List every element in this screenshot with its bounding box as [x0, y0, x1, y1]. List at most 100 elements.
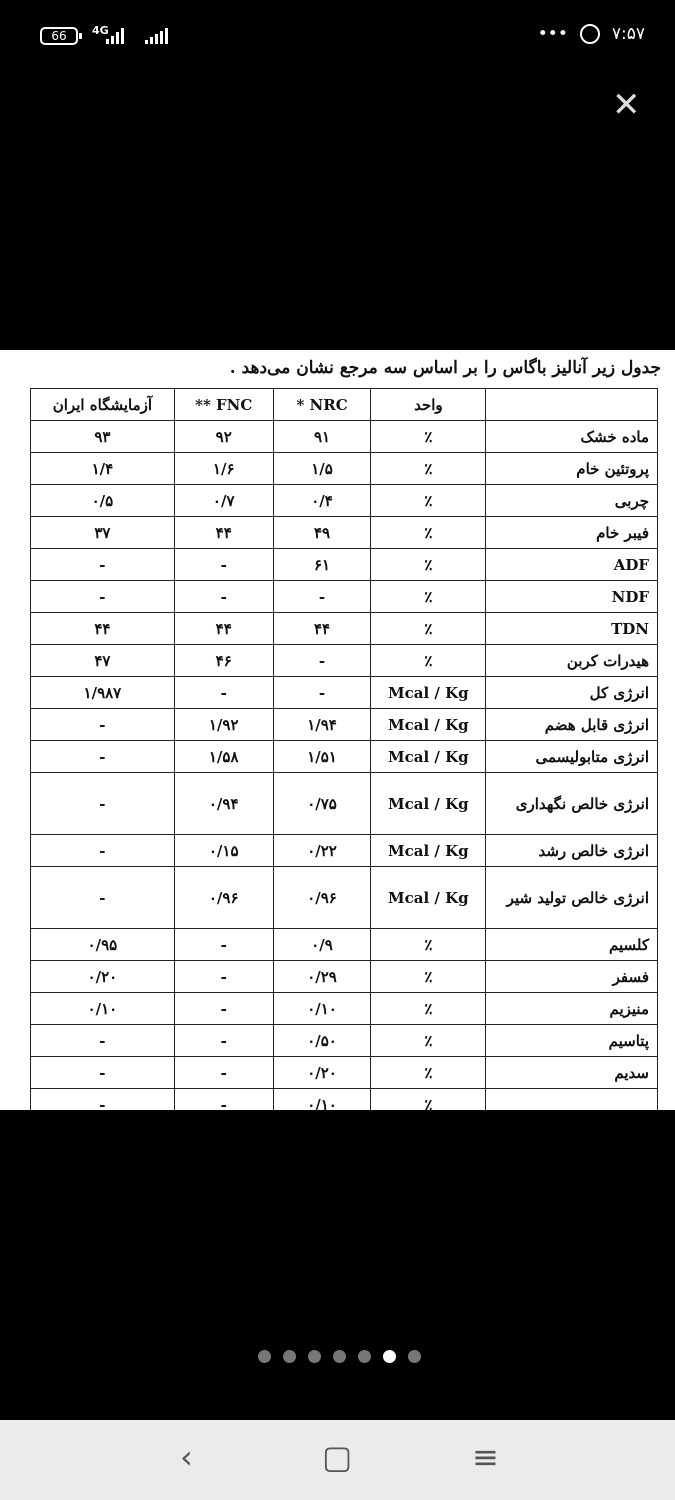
back-button[interactable]: ‹ [180, 1438, 193, 1476]
cell: ۰/۲۹ [272, 960, 372, 993]
row-label: انرژی خالص نگهداری [485, 772, 658, 835]
close-icon[interactable]: ✕ [612, 85, 641, 125]
cell: ٪ [370, 644, 487, 677]
table-row: NDF ٪ - - - [30, 580, 658, 613]
cell: ۴۷ [30, 644, 175, 677]
cell: - [30, 1056, 175, 1089]
cell: ۱/۹۴ [272, 708, 372, 741]
cell: - [30, 1088, 175, 1110]
cell: ۴۴ [173, 612, 274, 645]
row-label: انرژی خالص تولید شیر [485, 866, 658, 929]
row-label: انرژی خالص رشد [485, 834, 658, 867]
row-label: چربی [485, 484, 658, 517]
cell: ۰/۱۰ [272, 1088, 372, 1110]
cell: - [173, 548, 274, 581]
cell: ۱/۵۱ [272, 740, 372, 773]
page-dot[interactable] [283, 1350, 296, 1363]
cell: ٪ [370, 612, 487, 645]
page-dot[interactable] [333, 1350, 346, 1363]
table-row: هیدرات کربن ٪ -۴۶ ۴۷ [30, 644, 658, 677]
row-label: TDN [485, 612, 658, 645]
page-indicator [258, 1350, 421, 1363]
cell: ۹۱ [272, 420, 372, 453]
page-dot[interactable] [258, 1350, 271, 1363]
cell: - [272, 644, 372, 677]
page-dot[interactable] [383, 1350, 396, 1363]
row-label: منیزیم [485, 992, 658, 1025]
page-dot[interactable] [308, 1350, 321, 1363]
recents-button[interactable]: ≡ [472, 1438, 499, 1476]
cell: - [30, 548, 175, 581]
cell: ٪ [370, 1088, 487, 1110]
table-row: ADF ٪ ۶۱- - [30, 548, 658, 581]
cell: ۰/۷ [173, 484, 274, 517]
cell: - [30, 1024, 175, 1057]
battery-icon: 66 [40, 27, 82, 45]
row-label: فسفر [485, 960, 658, 993]
cell: ۳۷ [30, 516, 175, 549]
cell: Mcal / Kg [370, 740, 487, 773]
cell: ۴۴ [272, 612, 372, 645]
cell: ۴۶ [173, 644, 274, 677]
cell: ۰/۹۶ [173, 866, 274, 929]
cell: ۰/۱۵ [173, 834, 274, 867]
cell: - [173, 580, 274, 613]
cell: ۰/۹ [272, 928, 372, 961]
table-row: فیبر خام ٪ ۴۹ ۴۴ ۳۷ [30, 516, 658, 549]
cell: ۰/۹۴ [173, 772, 274, 835]
cell: - [30, 580, 175, 613]
row-label [485, 1088, 658, 1110]
table-row: انرژی قابل هضم Mcal / Kg ۱/۹۴ ۱/۹۲- [30, 708, 658, 741]
page-dot[interactable] [358, 1350, 371, 1363]
cell: ۱/۶ [173, 452, 274, 485]
cell: ۶۱ [272, 548, 372, 581]
signal-icon [106, 28, 124, 44]
cell: ۰/۱۰ [30, 992, 175, 1025]
cell: - [173, 928, 274, 961]
cell: ٪ [370, 1024, 487, 1057]
cell: Mcal / Kg [370, 772, 487, 835]
cell: ۱/۴ [30, 452, 175, 485]
table-row: انرژی خالص رشد Mcal / Kg ۰/۲۲ ۰/۱۵- [30, 834, 658, 867]
network-type: 4G [92, 24, 109, 37]
table-row: سدیم ٪ ۰/۲۰- - [30, 1056, 658, 1089]
column-header: NRC * [272, 388, 372, 421]
row-label: هیدرات کربن [485, 644, 658, 677]
cell: ٪ [370, 992, 487, 1025]
table-row: ٪ ۰/۱۰- - [30, 1088, 658, 1110]
page-dot[interactable] [408, 1350, 421, 1363]
cell: ٪ [370, 548, 487, 581]
row-label: سدیم [485, 1056, 658, 1089]
signal-icon-2 [145, 28, 168, 44]
cell: ۴۹ [272, 516, 372, 549]
row-label: پروتئین خام [485, 452, 658, 485]
table-row: منیزیم ٪ ۰/۱۰-۰/۱۰ [30, 992, 658, 1025]
table-row: پروتئین خام ٪ ۱/۵ ۱/۶ ۱/۴ [30, 452, 658, 485]
cell: ۴۴ [30, 612, 175, 645]
column-header [485, 388, 658, 421]
cell: ۹۲ [173, 420, 274, 453]
home-button[interactable]: ▢ [322, 1438, 353, 1476]
cell: ۰/۹۵ [30, 928, 175, 961]
cell: - [173, 1056, 274, 1089]
cell: ٪ [370, 1056, 487, 1089]
table-row: انرژی خالص نگهداری Mcal / Kg ۰/۷۵ ۰/۹۴- [30, 772, 658, 835]
cell: ۰/۲۰ [30, 960, 175, 993]
cell: ۱/۵ [272, 452, 372, 485]
cell: - [173, 676, 274, 709]
table-row: پتاسیم ٪ ۰/۵۰- - [30, 1024, 658, 1057]
cell: - [30, 708, 175, 741]
cell: - [173, 960, 274, 993]
cell: Mcal / Kg [370, 834, 487, 867]
cell: ۰/۹۶ [272, 866, 372, 929]
cell: ٪ [370, 452, 487, 485]
table-row: فسفر ٪ ۰/۲۹-۰/۲۰ [30, 960, 658, 993]
cell: ۱/۹۸۷ [30, 676, 175, 709]
row-label: ADF [485, 548, 658, 581]
column-header: FNC ** [173, 388, 274, 421]
cell: ۰/۵ [30, 484, 175, 517]
column-header: واحد [370, 388, 487, 421]
cell: ۰/۴ [272, 484, 372, 517]
row-label: کلسیم [485, 928, 658, 961]
bagasse-analysis-table: واحد NRC * FNC ** آزمایشگاه ایران ماده خشک ٪… [30, 388, 658, 1110]
